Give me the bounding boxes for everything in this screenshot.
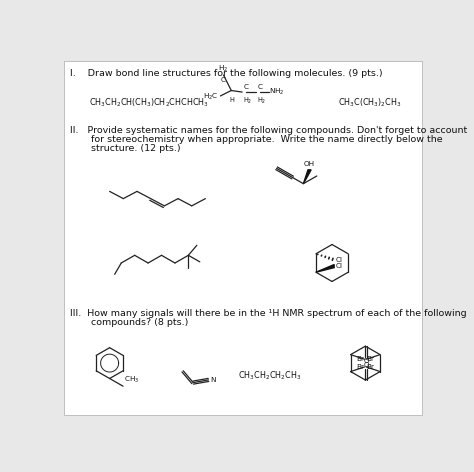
Text: H: H bbox=[229, 97, 235, 103]
Text: I.    Draw bond line structures for the following molecules. (9 pts.): I. Draw bond line structures for the fol… bbox=[70, 69, 383, 78]
Text: Cl: Cl bbox=[335, 257, 342, 263]
Text: $\mathregular{C}$: $\mathregular{C}$ bbox=[257, 82, 264, 91]
Text: $\mathregular{H_2C}$: $\mathregular{H_2C}$ bbox=[203, 92, 219, 102]
Text: O: O bbox=[364, 362, 369, 368]
Text: Br: Br bbox=[356, 364, 365, 370]
Text: $\mathregular{H_2}$: $\mathregular{H_2}$ bbox=[257, 96, 266, 106]
Text: N: N bbox=[210, 377, 216, 383]
Polygon shape bbox=[316, 264, 334, 272]
Text: $\mathregular{CH_3C(CH_3)_2CH_3}$: $\mathregular{CH_3C(CH_3)_2CH_3}$ bbox=[338, 97, 402, 109]
Text: $\mathregular{H_2}$: $\mathregular{H_2}$ bbox=[219, 64, 228, 75]
Text: for stereochemistry when appropriate.  Write the name directly below the: for stereochemistry when appropriate. Wr… bbox=[70, 135, 443, 144]
Text: Br: Br bbox=[366, 356, 374, 362]
Text: O: O bbox=[364, 358, 369, 364]
Text: C: C bbox=[221, 76, 226, 83]
Text: OH: OH bbox=[304, 161, 315, 167]
Text: Cl: Cl bbox=[335, 263, 342, 269]
Text: $\mathregular{C}$: $\mathregular{C}$ bbox=[243, 82, 249, 91]
Text: Br: Br bbox=[366, 364, 374, 370]
Text: $\mathregular{CH_3CH_2CH(CH_3)CH_2CHCHCH_3}$: $\mathregular{CH_3CH_2CH(CH_3)CH_2CHCHCH… bbox=[89, 97, 209, 109]
Text: $\mathregular{CH_3CH_2CH_2CH_3}$: $\mathregular{CH_3CH_2CH_2CH_3}$ bbox=[237, 370, 301, 382]
Text: structure. (12 pts.): structure. (12 pts.) bbox=[70, 144, 181, 153]
Text: III.  How many signals will there be in the ¹H NMR spectrum of each of the follo: III. How many signals will there be in t… bbox=[70, 309, 467, 318]
Polygon shape bbox=[303, 170, 311, 184]
Text: Br: Br bbox=[356, 356, 365, 362]
Text: II.   Provide systematic names for the following compounds. Don't forget to acco: II. Provide systematic names for the fol… bbox=[70, 126, 467, 135]
Text: compounds? (8 pts.): compounds? (8 pts.) bbox=[70, 319, 189, 328]
Text: $\mathregular{CH_3}$: $\mathregular{CH_3}$ bbox=[124, 375, 139, 386]
Text: $\mathregular{H_2}$: $\mathregular{H_2}$ bbox=[243, 96, 252, 106]
Text: $\mathregular{NH_2}$: $\mathregular{NH_2}$ bbox=[269, 87, 285, 97]
